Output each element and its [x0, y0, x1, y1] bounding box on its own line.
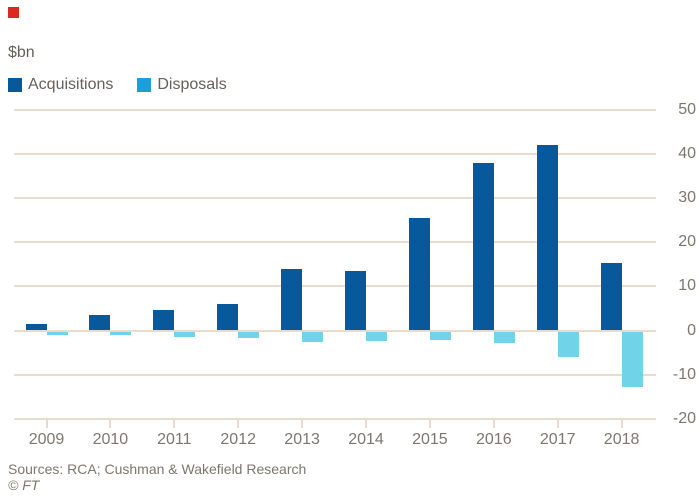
bar-disposals-2014	[366, 330, 387, 341]
gridline-40	[14, 153, 656, 156]
bar-acquisitions-2009	[25, 323, 47, 331]
bar-disposals-2017	[557, 330, 579, 357]
x-axis-tick-2014	[365, 419, 367, 429]
y-axis-label--10: -10	[672, 365, 696, 383]
x-axis-tick-2012	[237, 419, 240, 429]
gridline--10	[14, 373, 656, 376]
bar-disposals-2013	[302, 330, 324, 342]
y-axis-label-20: 20	[678, 233, 696, 251]
legend-label-acquisitions: Acquisitions	[28, 76, 114, 93]
legend: Acquisitions Disposals	[8, 76, 251, 94]
bar-disposals-2016	[493, 330, 515, 343]
acquisitions-swatch-icon	[8, 78, 22, 92]
bar-acquisitions-2017	[536, 144, 558, 331]
x-axis-label-2009: 2009	[28, 431, 65, 448]
x-axis-tick-2013	[301, 419, 304, 429]
bar-acquisitions-2015	[408, 217, 430, 331]
y-axis-label-10: 10	[678, 277, 696, 295]
unit-label: $bn	[8, 44, 35, 61]
bar-disposals-2018	[621, 330, 643, 387]
x-axis-label-2015: 2015	[412, 431, 448, 448]
x-axis-tick-2015	[428, 419, 431, 429]
y-axis-label-40: 40	[678, 145, 696, 163]
x-axis-label-2011: 2011	[157, 431, 192, 448]
y-axis-label-30: 30	[678, 189, 696, 207]
bar-disposals-2011	[174, 330, 196, 337]
red-square-marker	[8, 7, 19, 18]
ft-copyright: © FT	[8, 477, 40, 493]
x-axis-tick-2016	[492, 419, 495, 429]
x-axis-label-2013: 2013	[284, 431, 320, 448]
gridline--20	[14, 417, 656, 420]
zero-baseline	[14, 329, 656, 332]
bar-acquisitions-2013	[281, 268, 303, 331]
x-axis-tick-2017	[556, 419, 559, 429]
bar-disposals-2012	[238, 330, 260, 338]
sources-note: Sources: RCA; Cushman & Wakefield Resear…	[8, 461, 307, 477]
x-axis-label-2010: 2010	[92, 431, 129, 448]
x-axis-label-2016: 2016	[476, 431, 512, 448]
gridline-30	[14, 197, 656, 200]
legend-item-disposals: Disposals	[137, 76, 227, 94]
bar-disposals-2015	[429, 330, 451, 340]
bar-disposals-2010	[110, 330, 132, 335]
gridline-50	[14, 109, 656, 111]
bar-acquisitions-2010	[89, 314, 111, 331]
bar-acquisitions-2016	[472, 162, 494, 331]
legend-item-acquisitions: Acquisitions	[8, 76, 113, 94]
x-axis-tick-2009	[45, 419, 48, 429]
x-axis-label-2014: 2014	[348, 431, 384, 448]
bar-acquisitions-2012	[217, 303, 239, 331]
legend-label-disposals: Disposals	[157, 76, 227, 93]
bar-disposals-2009	[46, 330, 68, 335]
x-axis-tick-2011	[173, 419, 176, 429]
x-axis-label-2018: 2018	[603, 431, 640, 448]
bar-acquisitions-2018	[600, 262, 622, 331]
bar-acquisitions-2011	[153, 309, 175, 331]
x-axis-tick-2018	[620, 419, 623, 429]
y-axis-label-50: 50	[678, 101, 696, 118]
bar-acquisitions-2014	[345, 270, 366, 331]
y-axis-label-0: 0	[687, 321, 696, 339]
x-axis-tick-2010	[109, 419, 112, 429]
gridline-20	[14, 241, 656, 244]
y-axis-label--20: -20	[672, 409, 696, 427]
gridline-10	[14, 285, 656, 288]
x-axis-label-2017: 2017	[539, 431, 576, 448]
disposals-swatch-icon	[137, 78, 152, 92]
x-axis-label-2012: 2012	[220, 431, 256, 448]
